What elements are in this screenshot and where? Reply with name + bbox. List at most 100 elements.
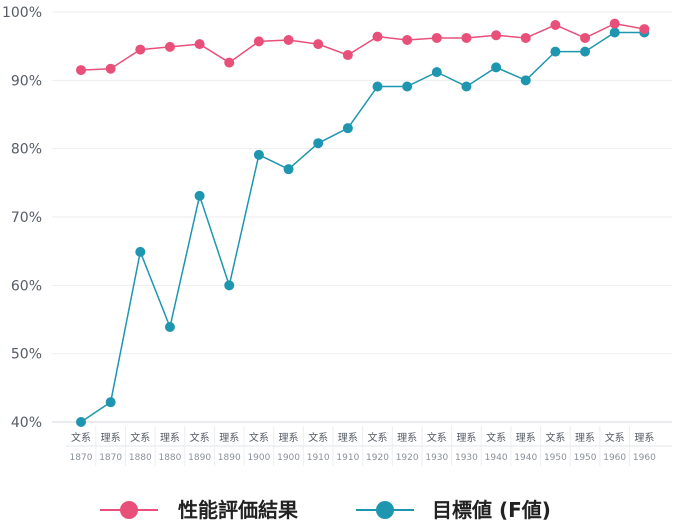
x-tick-year: 1870	[70, 453, 93, 463]
data-point	[313, 138, 324, 149]
x-tick-year: 1910	[336, 453, 359, 463]
x-tick-label: 理系	[575, 432, 595, 444]
y-tick-label: 50%	[11, 347, 42, 363]
x-tick-year: 1900	[277, 453, 300, 463]
series-line	[80, 31, 645, 423]
data-point	[135, 44, 146, 55]
x-tick-label: 理系	[279, 432, 299, 444]
x-tick-year: 1950	[544, 453, 567, 463]
data-point	[253, 149, 264, 160]
data-point	[283, 35, 294, 46]
data-point	[639, 24, 650, 35]
x-tick-label: 理系	[219, 432, 239, 444]
x-tick-label: 理系	[516, 432, 536, 444]
data-point	[313, 39, 324, 50]
x-tick-label: 理系	[338, 432, 358, 444]
data-point	[283, 164, 294, 175]
x-tick-label: 理系	[160, 432, 180, 444]
data-point	[580, 32, 591, 43]
data-point	[76, 417, 86, 427]
data-point	[520, 75, 531, 86]
x-axis: 文系 1870 理系 1870 文系 1880 理系 1880 文系 1890 理系 1890 文系 19…	[66, 426, 672, 466]
data-point	[461, 81, 472, 92]
y-tick-label: 100%	[2, 5, 42, 21]
x-tick-year: 1920	[366, 453, 389, 463]
data-point	[491, 62, 502, 73]
y-tick-label: 90%	[11, 73, 42, 89]
x-tick-label: 理系	[634, 432, 654, 444]
data-point	[491, 30, 502, 41]
x-tick-label: 文系	[71, 431, 91, 444]
x-tick-year: 1900	[247, 453, 270, 463]
x-tick-year: 1910	[307, 453, 330, 463]
x-tick-year: 1960	[603, 453, 626, 463]
data-point	[609, 27, 620, 38]
x-tick-year: 1940	[514, 453, 537, 463]
x-tick-label: 文系	[427, 431, 447, 444]
legend: 性能評価結果 目標値 (F値)	[100, 498, 551, 522]
data-point	[164, 41, 175, 52]
data-point	[550, 46, 561, 57]
x-tick-year: 1930	[455, 453, 478, 463]
x-tick-label: 理系	[397, 432, 417, 444]
x-tick-year: 1920	[396, 453, 419, 463]
data-point	[76, 65, 86, 76]
x-tick-year: 1870	[99, 453, 122, 463]
data-point	[194, 39, 205, 50]
data-point	[431, 32, 442, 43]
x-tick-label: 文系	[368, 431, 388, 444]
data-point	[194, 190, 205, 201]
x-tick-label: 文系	[190, 431, 210, 444]
x-tick-year: 1960	[633, 453, 656, 463]
legend-item: 性能評価結果	[100, 498, 298, 522]
x-tick-year: 1890	[218, 453, 241, 463]
data-point	[461, 32, 472, 43]
y-tick-label: 80%	[11, 142, 42, 158]
data-point	[402, 35, 413, 46]
legend-label: 目標値 (F値)	[432, 498, 551, 522]
legend-marker	[376, 501, 394, 519]
data-point	[224, 280, 235, 291]
y-axis: 40% 50% 60% 70% 80% 90% 100%	[2, 5, 42, 431]
data-point	[609, 18, 620, 29]
data-point	[342, 50, 353, 61]
series-layer	[76, 18, 650, 427]
x-tick-year: 1930	[425, 453, 448, 463]
data-point	[520, 32, 531, 43]
data-point	[105, 397, 116, 408]
series-0	[76, 18, 650, 76]
x-tick-label: 理系	[101, 432, 121, 444]
data-point	[105, 63, 116, 74]
legend-label: 性能評価結果	[178, 498, 298, 522]
data-point	[580, 46, 591, 57]
data-point	[402, 81, 413, 92]
x-tick-label: 文系	[605, 431, 625, 444]
x-tick-label: 文系	[545, 431, 565, 444]
x-tick-year: 1950	[574, 453, 597, 463]
x-tick-label: 文系	[308, 431, 328, 444]
data-point	[164, 322, 175, 333]
grid-lines	[52, 11, 672, 423]
x-tick-label: 理系	[456, 432, 476, 444]
x-tick-label: 文系	[130, 431, 150, 444]
legend-item: 目標値 (F値)	[356, 498, 551, 522]
x-tick-year: 1880	[158, 453, 181, 463]
series-1	[76, 27, 650, 427]
data-point	[431, 67, 442, 78]
data-point	[253, 36, 264, 47]
x-tick-label: 文系	[486, 431, 506, 444]
data-point	[550, 19, 561, 30]
x-tick-label: 文系	[249, 431, 269, 444]
x-tick-year: 1890	[188, 453, 211, 463]
data-point	[342, 123, 353, 134]
data-point	[224, 57, 235, 68]
y-tick-label: 70%	[11, 210, 42, 226]
y-tick-label: 60%	[11, 278, 42, 294]
legend-marker	[120, 501, 138, 519]
data-point	[135, 246, 146, 257]
data-point	[372, 81, 383, 92]
x-tick-year: 1880	[129, 453, 152, 463]
data-point	[372, 31, 383, 42]
y-tick-label: 40%	[11, 415, 42, 431]
